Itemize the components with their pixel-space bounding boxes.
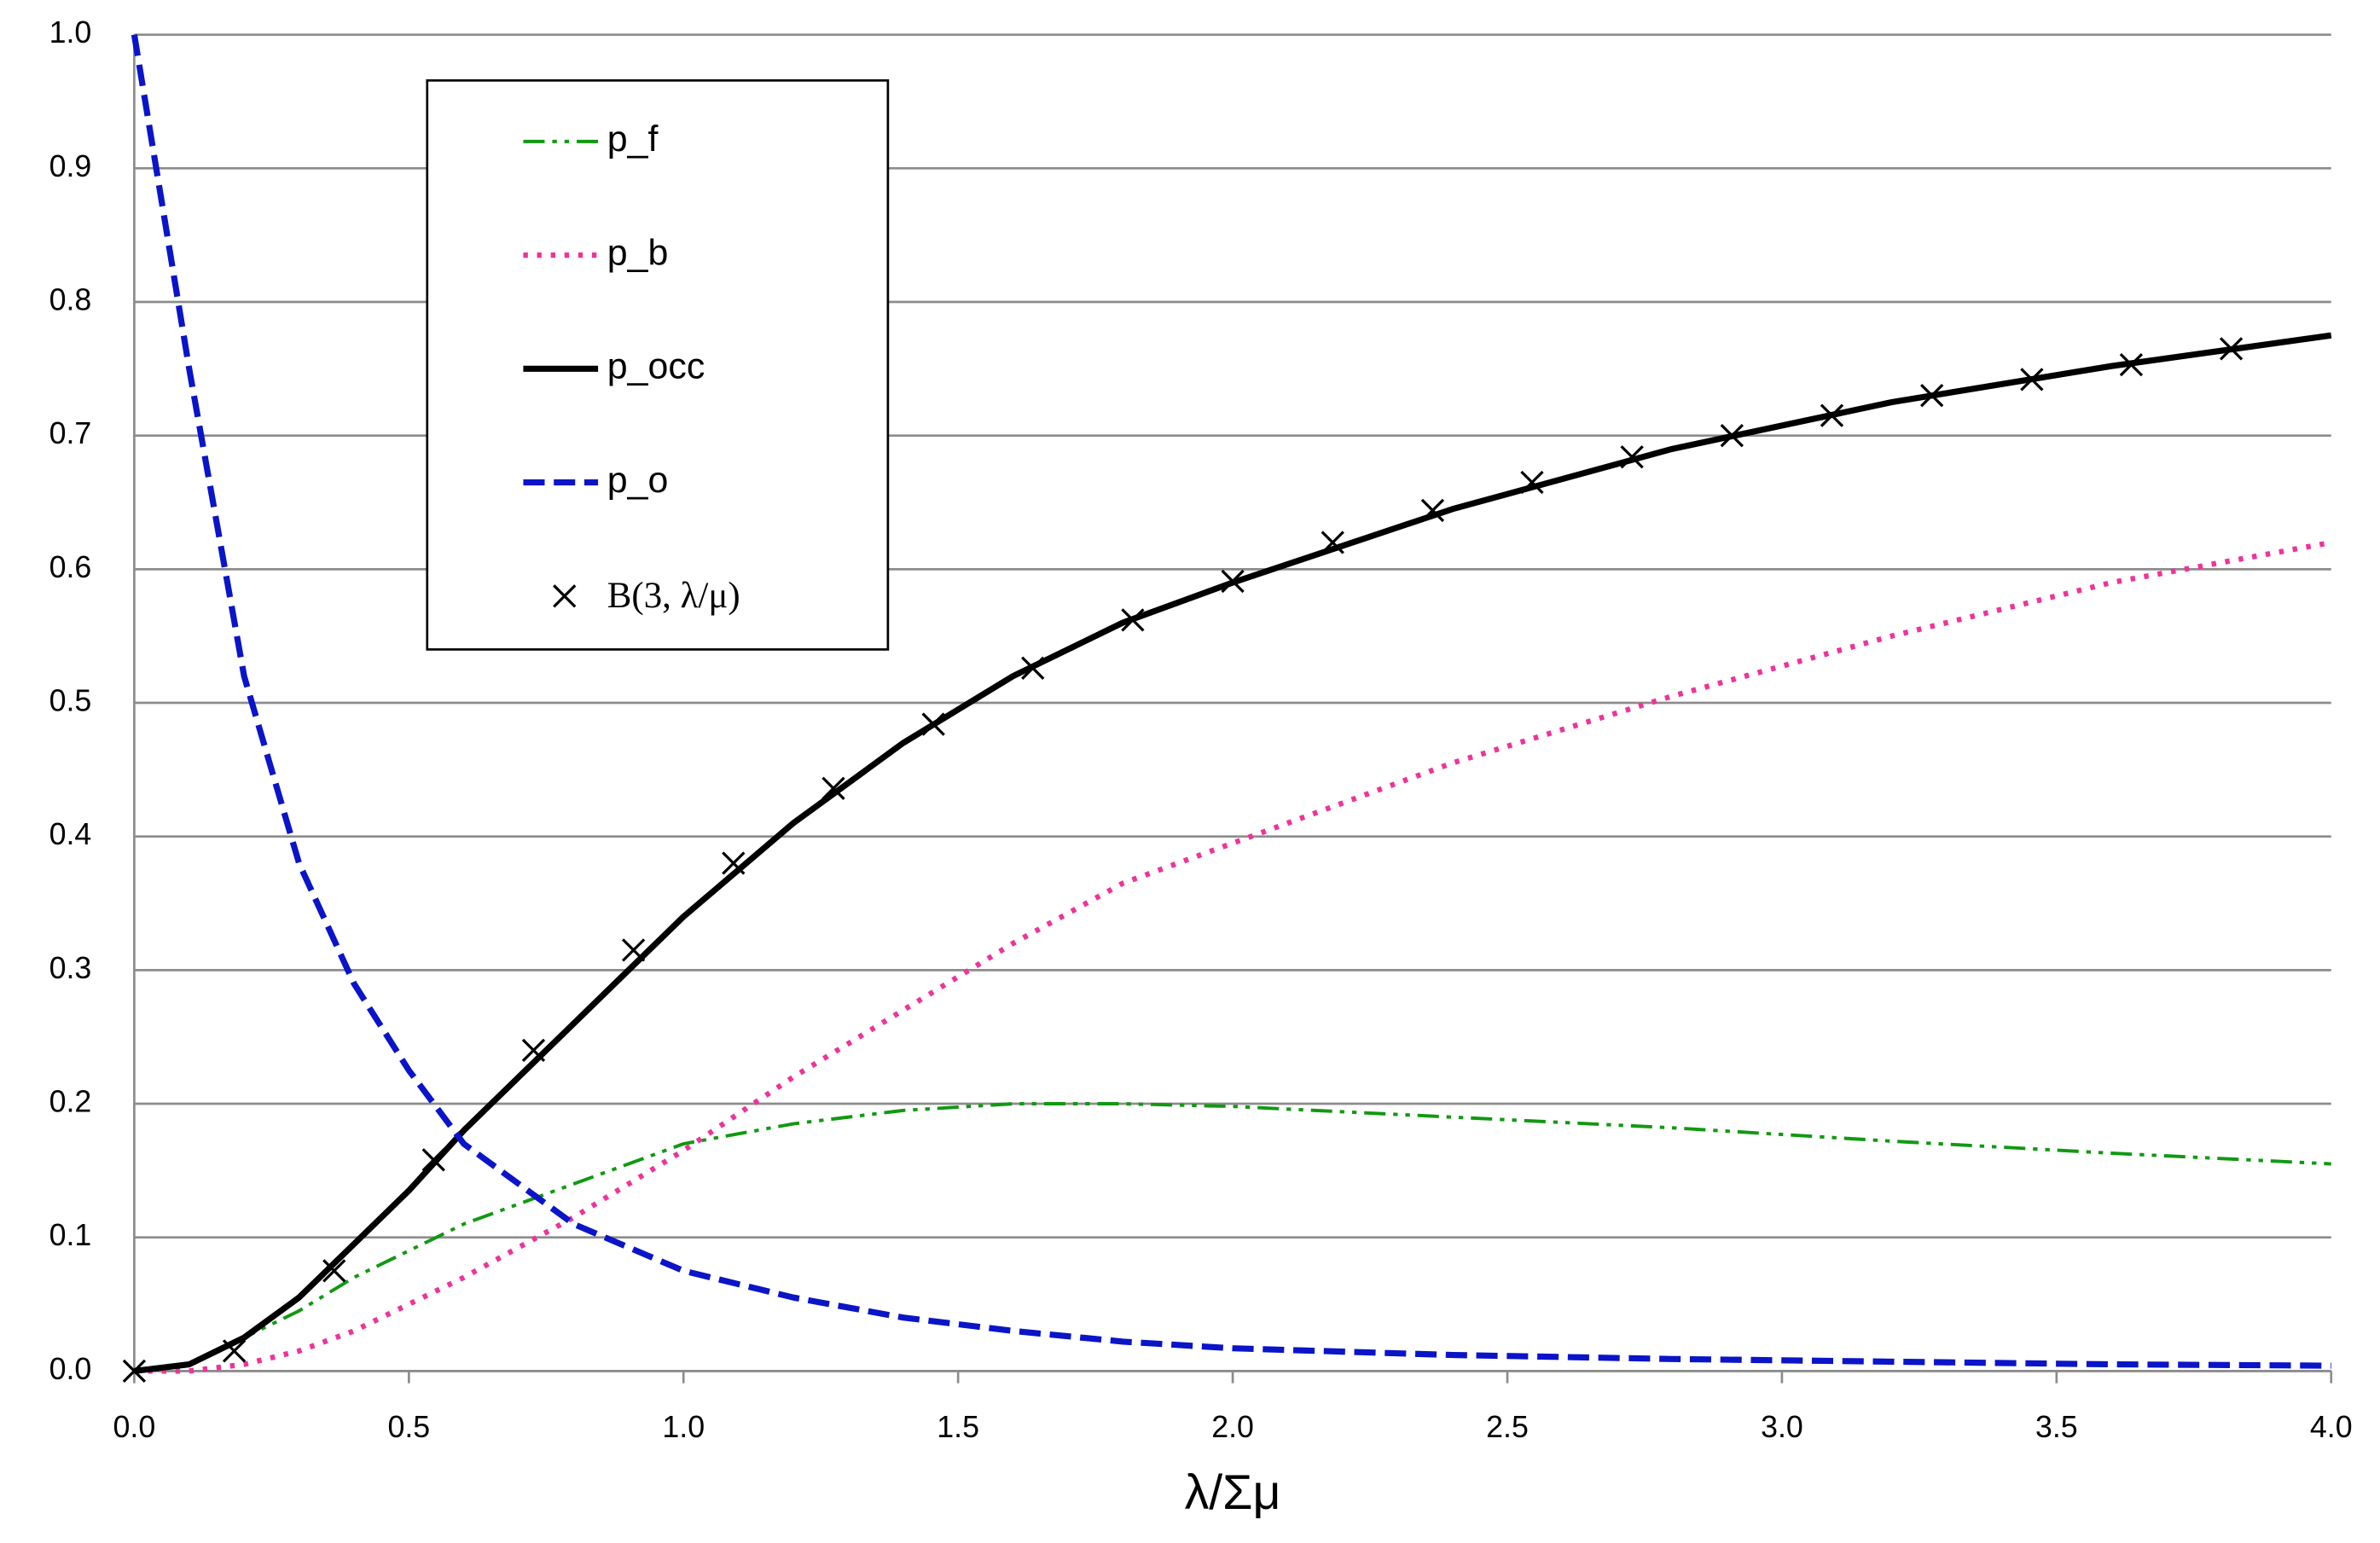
y-tick-label: 1.0 [49, 15, 92, 49]
x-tick-label: 3.0 [1761, 1410, 1803, 1444]
series-line [134, 1102, 2331, 1373]
y-tick-label: 0.4 [49, 817, 92, 851]
data-point [1121, 608, 1145, 632]
legend-box [426, 78, 890, 651]
legend-marker [553, 584, 577, 608]
y-tick-label: 0.7 [49, 416, 92, 450]
y-tick-label: 0.2 [49, 1084, 92, 1118]
y-tick-label: 0.6 [49, 550, 92, 584]
data-point [521, 1038, 546, 1063]
legend-label: p_f [607, 119, 659, 160]
data-point [2119, 352, 2144, 377]
x-tick-label: 2.5 [1486, 1410, 1529, 1444]
series-line [133, 332, 2332, 1374]
data-point [921, 712, 945, 736]
data-point [2219, 337, 2244, 361]
y-tick-label: 0.1 [49, 1218, 92, 1252]
data-point [1720, 424, 1744, 448]
data-point [1820, 403, 1844, 427]
x-tick-label: 4.0 [2310, 1410, 2353, 1444]
y-tick-label: 0.8 [49, 282, 92, 316]
legend: p_f p_b p_occ p_o B(3, λ/μ) [426, 78, 890, 651]
data-point [722, 851, 746, 875]
data-point [421, 1148, 445, 1172]
y-tick-label: 0.9 [49, 149, 92, 183]
x-tick-label: 3.5 [2035, 1410, 2078, 1444]
x-tick-label: 0.5 [387, 1410, 430, 1444]
data-point [122, 1359, 147, 1383]
x-tick-label: 0.0 [113, 1410, 156, 1444]
legend-label: p_b [607, 232, 669, 273]
x-tick-label: 2.0 [1211, 1410, 1254, 1444]
legend-label: p_o [607, 460, 669, 501]
data-point [1221, 569, 1245, 594]
data-point [322, 1259, 346, 1283]
data-point [1620, 445, 1644, 469]
data-point [2020, 368, 2044, 392]
x-tick-label: 1.5 [937, 1410, 979, 1444]
data-point [1321, 531, 1344, 554]
series-line [131, 34, 2331, 1369]
legend-label: B(3, λ/μ) [607, 576, 740, 616]
data-point [1920, 384, 1944, 408]
y-tick-label: 0.3 [49, 951, 92, 985]
legend-label: p_occ [607, 346, 705, 387]
data-point [1021, 656, 1045, 680]
data-point [1420, 498, 1445, 523]
data-point [1520, 470, 1544, 495]
data-point [621, 938, 646, 962]
data-point [821, 776, 845, 800]
y-tick-label: 0.0 [49, 1352, 92, 1386]
x-axis-label: λ/Σμ [1185, 1465, 1281, 1520]
data-point [222, 1339, 247, 1363]
series-line [134, 539, 2332, 1374]
y-tick-label: 0.5 [49, 683, 92, 717]
x-tick-label: 1.0 [662, 1410, 705, 1444]
